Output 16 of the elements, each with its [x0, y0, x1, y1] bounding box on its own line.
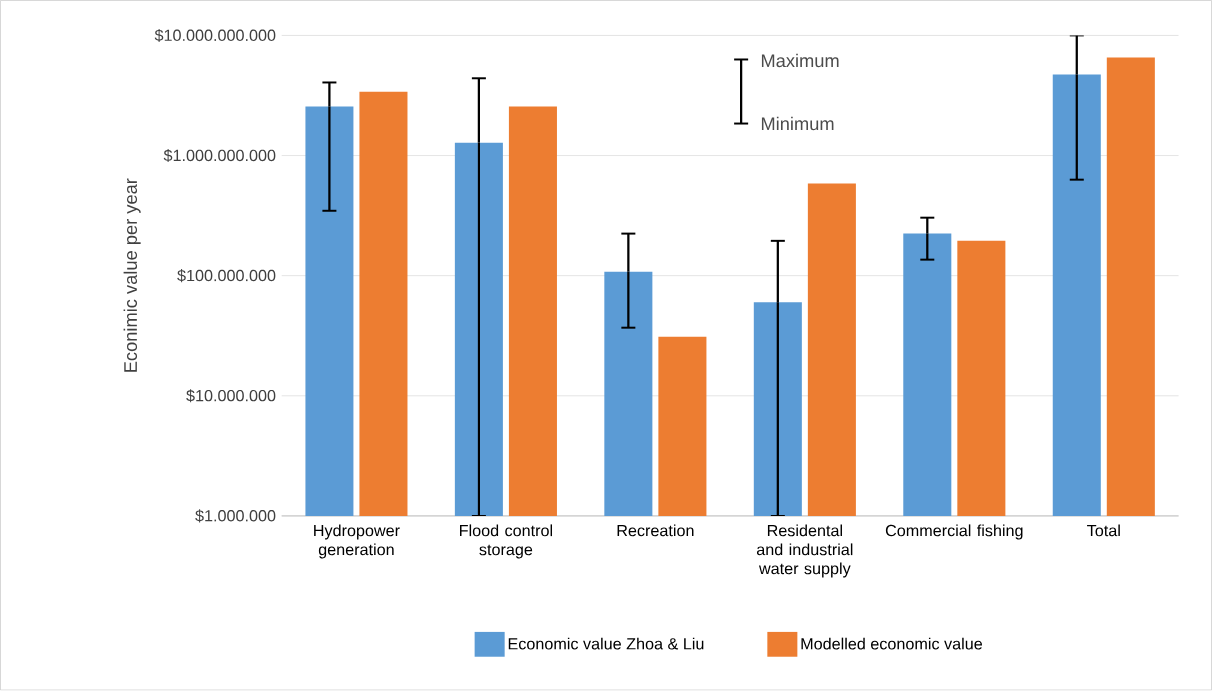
- x-tick-label: Total: [1087, 524, 1120, 537]
- annotation: Minimum: [761, 117, 834, 131]
- legend-label: Modelled economic value: [801, 637, 983, 650]
- x-tick-label: Flood control storage: [460, 524, 553, 559]
- x-tick-label: Hydropower generation: [314, 524, 400, 559]
- y-tick-label: $10.000.000: [186, 389, 276, 403]
- y-tick-label: $100.000.000: [177, 269, 276, 283]
- y-tick-label: $1.000.000: [195, 509, 276, 523]
- x-tick-label: Commercial fishing: [885, 524, 1023, 540]
- y-tick-label: $10.000.000.000: [154, 29, 276, 43]
- y-tick-label: $1.000.000.000: [163, 149, 276, 163]
- x-tick-label: Recreation: [617, 524, 694, 537]
- legend-label: Economic value Zhoa & Liu: [508, 637, 704, 650]
- y-axis-title: Econimic value per year: [123, 178, 141, 373]
- x-tick-label: Residental and industrial water supply: [756, 524, 853, 578]
- annotation: Maximum: [761, 54, 839, 68]
